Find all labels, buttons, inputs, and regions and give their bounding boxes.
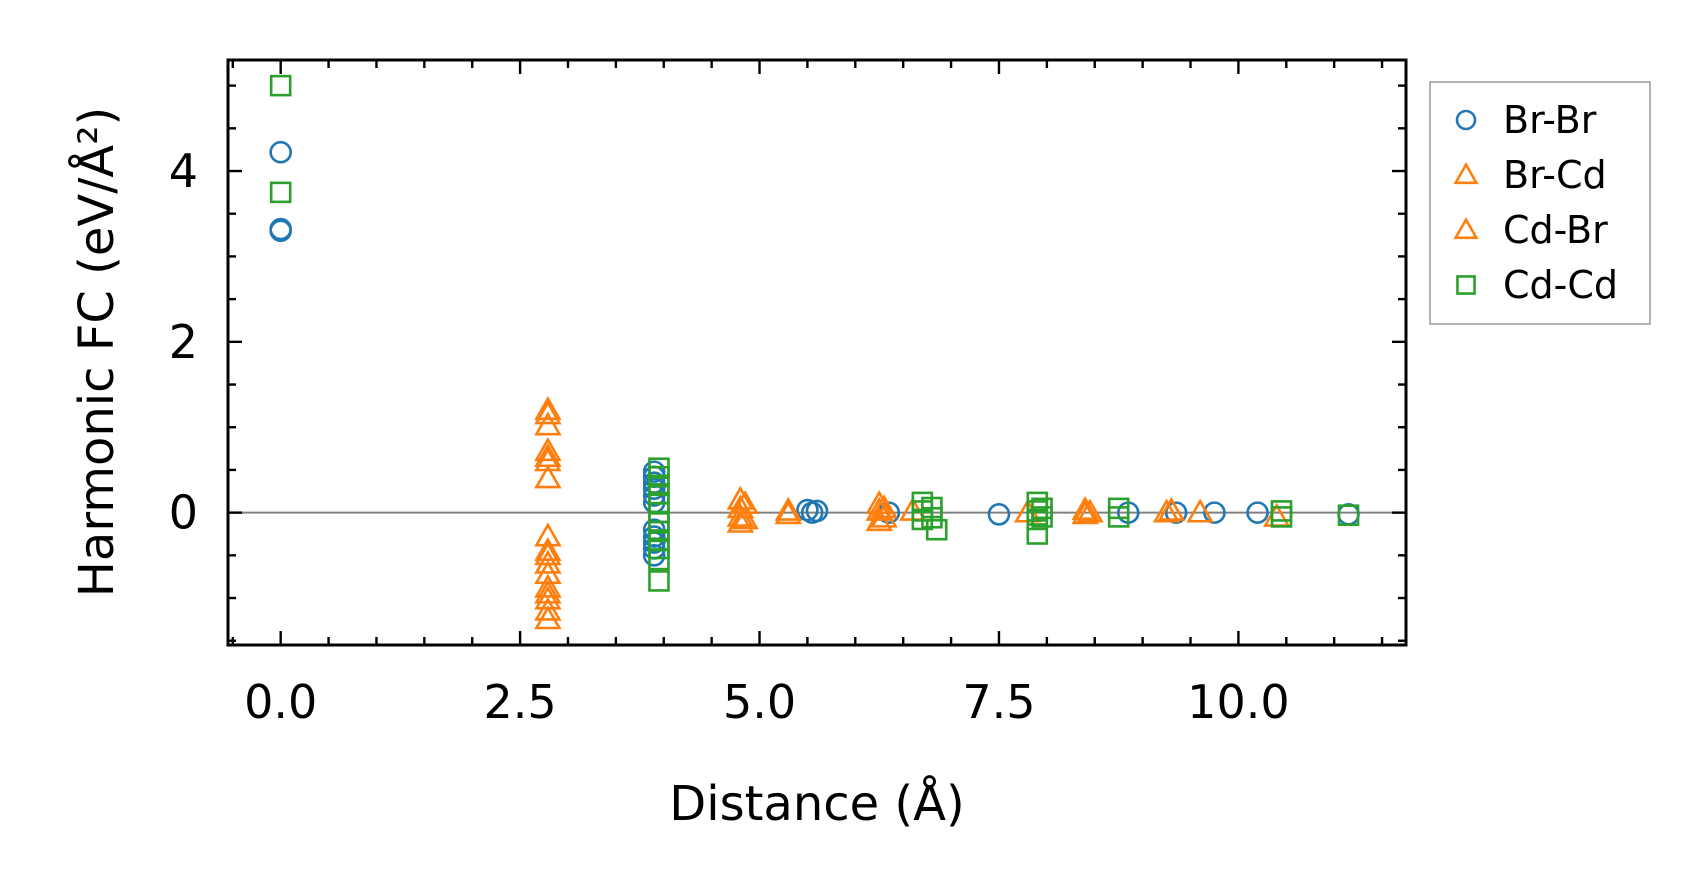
data-point — [1031, 506, 1053, 528]
legend-marker — [1456, 275, 1476, 295]
data-point — [1071, 500, 1099, 525]
data-point — [1152, 498, 1181, 523]
y-tick-label: 4 — [169, 144, 198, 198]
data-point — [534, 400, 562, 425]
data-point — [534, 579, 562, 604]
data-point — [774, 496, 803, 521]
data-point — [1246, 501, 1269, 524]
data-point — [731, 489, 759, 515]
data-point — [1071, 495, 1099, 520]
legend-item: Cd-Br — [1453, 208, 1608, 252]
legend-marker — [1453, 217, 1479, 240]
data-point — [987, 503, 1011, 526]
data-point — [870, 503, 898, 528]
data-point — [269, 74, 292, 97]
data-point — [269, 219, 292, 243]
data-point — [534, 437, 562, 462]
data-point — [534, 541, 562, 566]
data-point — [648, 537, 670, 560]
plot-frame — [226, 58, 1408, 647]
legend-item: Br-Br — [1455, 98, 1597, 142]
y-axis-title: Harmonic FC (eV/Å²) — [68, 107, 125, 597]
x-tick-label: 5.0 — [723, 675, 796, 729]
data-point — [921, 506, 943, 529]
data-point — [534, 573, 562, 598]
data-point — [648, 548, 670, 571]
data-point — [269, 181, 292, 204]
legend-label: Br-Cd — [1503, 153, 1607, 197]
legend-item: Br-Cd — [1453, 153, 1607, 197]
data-points — [269, 74, 1360, 630]
legend-items: Br-Br Br-Cd Cd-Br Cd-Cd — [1453, 98, 1618, 307]
legend-marker — [1453, 162, 1479, 185]
x-tick-label: 10.0 — [1187, 675, 1289, 729]
data-point — [1157, 496, 1186, 521]
data-point — [726, 502, 755, 527]
data-point — [1107, 506, 1130, 528]
data-point — [534, 605, 562, 630]
series-cd-cd — [269, 74, 1360, 592]
data-point — [1186, 498, 1214, 523]
y-tick-label: 0 — [169, 486, 198, 540]
y-tick-label: 2 — [169, 315, 198, 369]
legend-frame — [1429, 81, 1651, 325]
data-point — [534, 536, 562, 561]
data-point — [648, 570, 670, 592]
legend-label: Cd-Cd — [1503, 263, 1618, 307]
legend-item: Cd-Cd — [1456, 263, 1618, 307]
data-point — [1026, 508, 1049, 531]
data-point — [534, 442, 562, 468]
data-point — [1026, 523, 1049, 545]
data-point — [534, 549, 562, 574]
data-point — [269, 140, 292, 164]
tick-labels: 0.0 2.5 5.0 7.5 10.0 0 2 4 — [169, 144, 1290, 729]
x-tick-label: 0.0 — [244, 675, 317, 729]
data-point — [534, 596, 562, 621]
legend: Br-Br Br-Cd Cd-Br Cd-Cd — [1429, 81, 1651, 325]
data-point — [1076, 498, 1104, 523]
data-point — [534, 447, 562, 472]
data-point — [925, 518, 948, 541]
x-axis-title: Distance (Å) — [669, 775, 964, 832]
data-point — [642, 544, 666, 567]
data-point — [774, 500, 803, 525]
x-tick-label: 2.5 — [484, 675, 557, 729]
data-point — [534, 464, 562, 489]
data-point — [1203, 501, 1226, 524]
data-point — [805, 499, 829, 523]
legend-label: Cd-Br — [1503, 208, 1608, 252]
data-point — [865, 507, 893, 532]
data-point — [726, 508, 755, 533]
data-point — [870, 494, 898, 519]
data-point — [1164, 501, 1188, 524]
data-point — [1270, 506, 1293, 528]
data-point — [534, 396, 562, 421]
series-cd-br — [534, 400, 1181, 604]
x-tick-label: 7.5 — [962, 675, 1035, 729]
legend-marker — [1455, 109, 1477, 131]
data-point — [1337, 504, 1360, 526]
data-point — [726, 485, 755, 510]
data-point — [731, 505, 759, 530]
legend-label: Br-Br — [1503, 98, 1597, 142]
